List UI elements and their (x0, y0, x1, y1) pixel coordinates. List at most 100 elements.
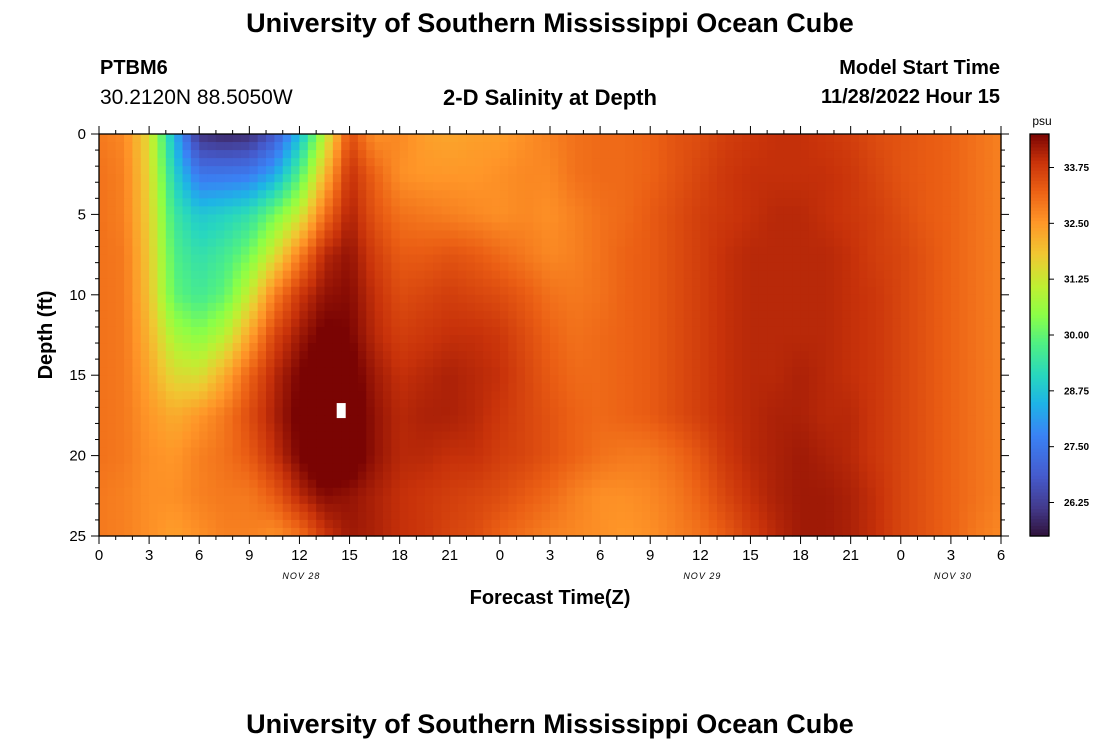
heatmap-cell (433, 182, 443, 191)
heatmap-cell (257, 463, 267, 473)
heatmap-cell (833, 335, 843, 344)
heatmap-cell (382, 286, 392, 296)
heatmap-cell (291, 286, 301, 296)
heatmap-cell (833, 495, 843, 505)
heatmap-cell (658, 399, 668, 408)
heatmap-cell (783, 190, 793, 199)
heatmap-cell (274, 166, 284, 175)
heatmap-cell (349, 415, 359, 425)
heatmap-cell (332, 415, 342, 425)
heatmap-cell (750, 150, 760, 159)
heatmap-cell (550, 190, 559, 199)
heatmap-cell (165, 230, 175, 240)
heatmap-cell (341, 383, 351, 392)
heatmap-cell (391, 463, 401, 473)
heatmap-cell (875, 150, 885, 159)
heatmap-cell (717, 343, 726, 352)
heatmap-cell (625, 471, 635, 481)
heatmap-cell (357, 254, 367, 264)
heatmap-cell (558, 487, 568, 497)
heatmap-cell (808, 463, 818, 473)
heatmap-cell (934, 431, 944, 441)
heatmap-cell (224, 335, 234, 344)
heatmap-cell (717, 407, 726, 416)
heatmap-cell (884, 166, 894, 175)
heatmap-cell (508, 431, 518, 441)
heatmap-cell (742, 375, 752, 384)
heatmap-cell (616, 343, 626, 352)
heatmap-cell (700, 278, 710, 288)
heatmap-cell (625, 375, 635, 384)
heatmap-cell (708, 174, 718, 183)
heatmap-cell (675, 335, 685, 344)
heatmap-cell (249, 302, 259, 312)
heatmap-cell (566, 391, 576, 400)
heatmap-cell (274, 206, 284, 215)
heatmap-cell (842, 423, 852, 433)
heatmap-cell (249, 198, 259, 207)
heatmap-cell (691, 198, 701, 207)
heatmap-cell (140, 286, 150, 296)
heatmap-cell (658, 375, 668, 384)
heatmap-cell (357, 487, 367, 497)
heatmap-cell (892, 262, 902, 272)
heatmap-cell (742, 455, 752, 465)
heatmap-cell (758, 471, 768, 481)
heatmap-cell (875, 391, 885, 400)
heatmap-cell (925, 286, 935, 296)
heatmap-cell (633, 359, 643, 368)
heatmap-cell (700, 310, 710, 320)
heatmap-cell (224, 158, 234, 167)
heatmap-cell (307, 431, 317, 441)
heatmap-cell (583, 174, 593, 183)
heatmap-cell (332, 375, 342, 384)
heatmap-cell (533, 318, 543, 328)
heatmap-cell (299, 455, 309, 465)
heatmap-cell (975, 479, 985, 489)
heatmap-cell (541, 431, 551, 441)
heatmap-cell (441, 487, 451, 497)
heatmap-cell (566, 158, 576, 167)
heatmap-cell (917, 431, 927, 441)
heatmap-cell (257, 455, 267, 465)
heatmap-cell (650, 134, 660, 143)
heatmap-cell (199, 318, 209, 328)
heatmap-cell (257, 447, 267, 457)
heatmap-cell (174, 463, 184, 473)
heatmap-cell (800, 246, 810, 256)
heatmap-cell (641, 471, 651, 481)
heatmap-cell (341, 415, 351, 425)
heatmap-cell (266, 166, 275, 175)
heatmap-cell (99, 286, 108, 296)
heatmap-cell (516, 198, 526, 207)
heatmap-cell (733, 246, 743, 256)
heatmap-cell (600, 294, 610, 304)
heatmap-cell (884, 407, 894, 416)
heatmap-cell (675, 158, 685, 167)
heatmap-cell (416, 375, 426, 384)
heatmap-cell (424, 326, 434, 336)
heatmap-cell (541, 463, 551, 473)
heatmap-cell (458, 134, 468, 143)
heatmap-cell (382, 407, 392, 416)
heatmap-cell (792, 391, 802, 400)
heatmap-cell (282, 158, 292, 167)
heatmap-cell (215, 278, 225, 288)
heatmap-cell (867, 423, 877, 433)
heatmap-cell (341, 206, 351, 215)
heatmap-cell (700, 198, 710, 207)
heatmap-cell (975, 166, 985, 175)
heatmap-cell (416, 391, 426, 400)
heatmap-cell (616, 174, 626, 183)
heatmap-cell (742, 439, 752, 449)
heatmap-cell (199, 495, 209, 505)
heatmap-cell (357, 206, 367, 215)
heatmap-cell (232, 310, 242, 320)
heatmap-cell (550, 166, 559, 175)
heatmap-cell (190, 246, 200, 256)
heatmap-cell (132, 503, 142, 513)
heatmap-cell (641, 367, 651, 376)
heatmap-cell (884, 230, 894, 240)
heatmap-cell (742, 166, 752, 175)
heatmap-cell (299, 222, 309, 232)
